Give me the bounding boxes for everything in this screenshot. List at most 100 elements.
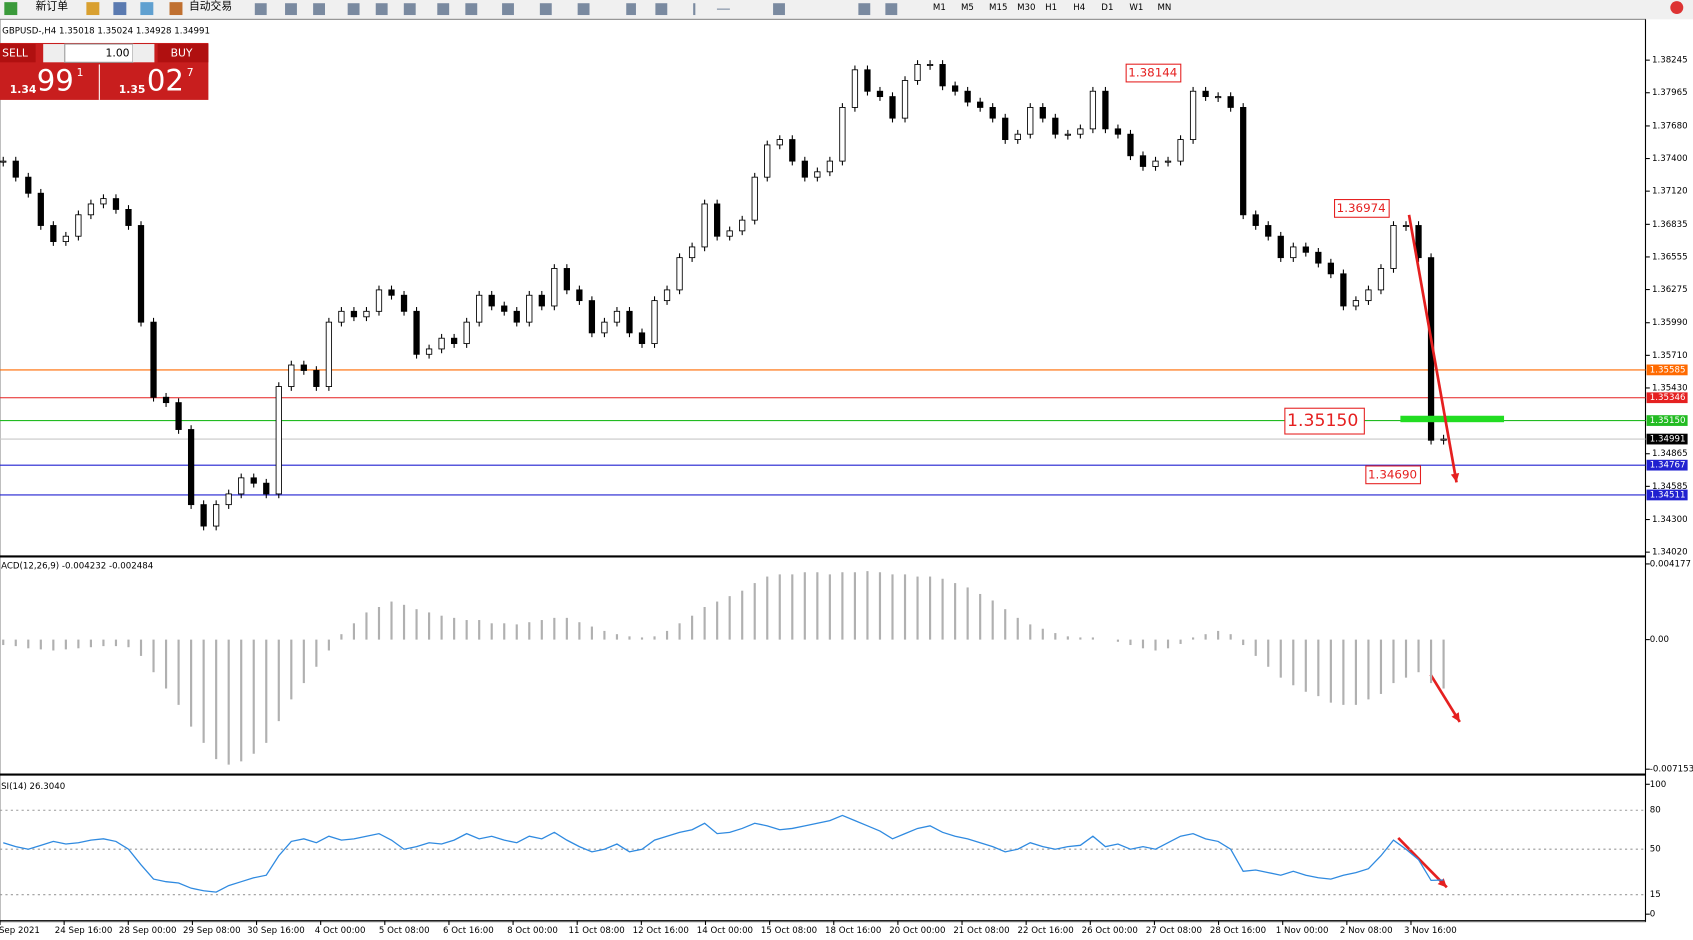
time-label: 26 Oct 00:00	[1082, 926, 1138, 936]
candle	[213, 504, 220, 527]
rsi-tick-label: 80	[1650, 806, 1661, 816]
candle	[388, 289, 395, 296]
price-tick-label: 1.35990	[1652, 318, 1688, 328]
timeframe-button[interactable]: M30	[1017, 3, 1035, 13]
candle	[1277, 235, 1284, 259]
tool-icon[interactable]	[313, 3, 325, 16]
hline[interactable]	[716, 8, 730, 10]
zoom-in[interactable]	[347, 3, 360, 16]
candle	[413, 310, 420, 355]
trend-arrow	[1407, 214, 1458, 483]
candle	[375, 289, 383, 312]
buy-button[interactable]	[157, 44, 209, 63]
candle	[87, 203, 95, 216]
candle	[125, 209, 132, 226]
candle	[1252, 214, 1259, 226]
timeframe-button[interactable]: MN	[1157, 3, 1171, 13]
sell-button[interactable]	[0, 44, 36, 63]
lot-value[interactable]: 1.00	[106, 47, 130, 60]
candle	[1340, 273, 1347, 307]
candle	[1139, 155, 1147, 167]
tool-icon[interactable]	[465, 3, 478, 16]
candle	[250, 477, 257, 484]
arrows[interactable]	[885, 3, 898, 16]
lot-up[interactable]	[132, 44, 155, 63]
time-label: 28 Oct 16:00	[1210, 926, 1266, 936]
annotation-box	[1284, 407, 1365, 435]
time-label: Sep 2021	[0, 926, 40, 936]
candle	[450, 337, 458, 345]
candle	[338, 310, 345, 323]
timeframe-button[interactable]: M5	[961, 3, 974, 13]
time-label: 1 Nov 00:00	[1276, 926, 1329, 936]
tool-icon[interactable]	[113, 2, 127, 16]
candle	[200, 504, 207, 527]
candle	[1402, 225, 1410, 228]
timeframe-button[interactable]: M1	[933, 3, 946, 13]
candle	[1390, 225, 1397, 269]
price-tick-label: 1.35430	[1652, 383, 1688, 393]
sell-label[interactable]: SELL	[2, 47, 28, 60]
auto-trading-button[interactable]: 自动交易	[189, 0, 232, 12]
crosshair[interactable]	[655, 3, 668, 16]
auto-trading-icon[interactable]	[169, 2, 183, 16]
candle	[526, 294, 533, 323]
candle	[801, 160, 808, 178]
indicators[interactable]	[502, 3, 514, 16]
trade-panel: SELL 1.00 BUY 1.34 99 1 1.35 02 7	[0, 42, 209, 100]
lot-down[interactable]	[43, 44, 65, 63]
tool-icon[interactable]	[140, 2, 154, 16]
tile[interactable]	[403, 3, 416, 16]
annotation: 1.35150	[1287, 411, 1358, 431]
candle	[876, 90, 884, 98]
candle	[939, 64, 946, 87]
candle	[864, 69, 871, 92]
buy-label[interactable]: BUY	[171, 47, 193, 60]
candle	[889, 96, 896, 119]
bid-frac: 1	[77, 66, 84, 79]
candle	[350, 310, 358, 318]
timeframe-button[interactable]: H1	[1045, 3, 1057, 13]
candle	[100, 198, 107, 205]
price-level-tag	[1646, 415, 1688, 426]
candle	[288, 364, 295, 387]
fibo[interactable]	[773, 3, 785, 16]
candle	[1077, 128, 1084, 135]
new-order-icon[interactable]	[4, 2, 18, 16]
time-label: 12 Oct 16:00	[633, 926, 689, 936]
tool-icon[interactable]	[254, 3, 267, 16]
candle	[1215, 96, 1222, 99]
candle	[25, 176, 32, 194]
candle	[37, 192, 44, 226]
tool-icon[interactable]	[285, 3, 297, 16]
timeframe-button[interactable]: W1	[1129, 3, 1143, 13]
timeframe-button[interactable]: H4	[1073, 3, 1085, 13]
tool-icon[interactable]	[437, 3, 450, 16]
text-tool[interactable]	[858, 3, 871, 16]
candle	[851, 69, 859, 108]
time-label: 27 Oct 08:00	[1146, 926, 1202, 936]
alert-badge[interactable]	[1670, 1, 1684, 14]
zoom-out[interactable]	[375, 3, 388, 16]
symbol-info: GBPUSD-,H4 1.35018 1.35024 1.34928 1.349…	[2, 27, 210, 37]
candle	[162, 396, 170, 404]
price-level-label: 1.35150	[1650, 416, 1686, 426]
tool-icon[interactable]	[86, 2, 100, 16]
candle	[901, 80, 909, 119]
periods[interactable]	[539, 3, 552, 16]
rsi-label: SI(14) 26.3040	[1, 782, 65, 792]
annotation: 1.36974	[1337, 201, 1386, 215]
templates[interactable]	[577, 3, 590, 16]
time-label: 28 Sep 00:00	[119, 926, 177, 936]
vline[interactable]	[693, 3, 696, 16]
candle	[476, 294, 483, 323]
timeframe-button[interactable]: D1	[1101, 3, 1113, 13]
new-order-button[interactable]: 新订单	[36, 0, 69, 12]
cursor[interactable]	[626, 3, 636, 16]
annotation: 1.34690	[1368, 467, 1417, 481]
ask-big: 1.35	[119, 83, 146, 96]
timeframe-button[interactable]: M15	[989, 3, 1007, 13]
candle	[839, 106, 846, 162]
time-label: 24 Sep 16:00	[55, 926, 113, 936]
